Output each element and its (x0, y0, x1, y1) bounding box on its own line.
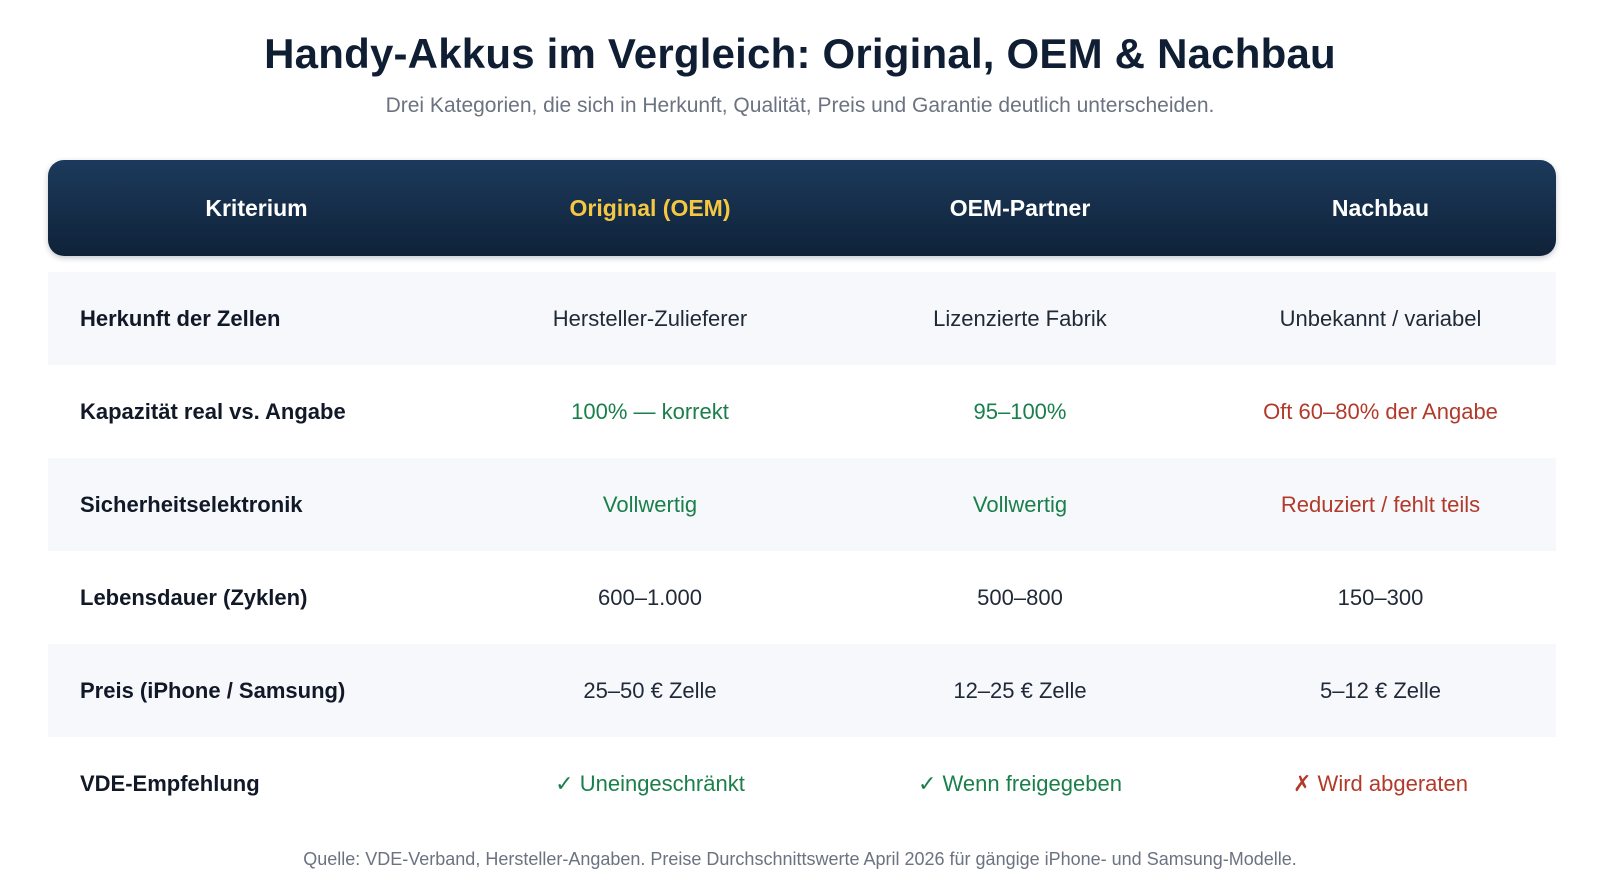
header-oem-partner: OEM-Partner (949, 194, 1091, 221)
table-row: VDE-Empfehlung ✓ Uneingeschränkt ✓ Wenn … (48, 737, 1556, 830)
header-nachbau: Nachbau (1331, 194, 1430, 221)
header-original: Original (OEM) (569, 194, 731, 221)
nachbau-cell: 150–300 (1337, 584, 1424, 610)
criterion-cell: Lebensdauer (Zyklen) (80, 584, 308, 610)
partner-cell: Lizenzierte Fabrik (933, 305, 1107, 331)
partner-cell: 500–800 (977, 584, 1063, 610)
criterion-cell: VDE-Empfehlung (80, 770, 260, 796)
criterion-cell: Kapazität real vs. Angabe (80, 398, 346, 424)
original-cell: Vollwertig (602, 491, 698, 517)
original-cell: ✓ Uneingeschränkt (555, 770, 745, 796)
header-criterion: Kriterium (205, 194, 308, 221)
criterion-cell: Preis (iPhone / Samsung) (80, 677, 346, 703)
partner-cell: Vollwertig (972, 491, 1068, 517)
nachbau-cell: Reduziert / fehlt teils (1280, 491, 1481, 517)
comparison-table: Kriterium Original (OEM) OEM-Partner Nac… (48, 160, 1556, 830)
table-row: Lebensdauer (Zyklen) 600–1.000 500–800 1… (48, 551, 1556, 644)
table-row: Kapazität real vs. Angabe 100% — korrekt… (48, 365, 1556, 458)
source-note: Quelle: VDE-Verband, Hersteller-Angaben.… (303, 849, 1297, 869)
original-cell: 100% — korrekt (571, 398, 729, 424)
nachbau-cell: Oft 60–80% der Angabe (1263, 398, 1498, 424)
partner-cell: 12–25 € Zelle (953, 677, 1087, 703)
original-cell: 25–50 € Zelle (583, 677, 717, 703)
nachbau-cell: Unbekannt / variabel (1279, 305, 1482, 331)
criterion-cell: Herkunft der Zellen (80, 305, 281, 331)
nachbau-cell: ✗ Wird abgeraten (1293, 770, 1468, 796)
original-cell: 600–1.000 (598, 584, 702, 610)
table-row: Preis (iPhone / Samsung) 25–50 € Zelle 1… (48, 644, 1556, 737)
nachbau-cell: 5–12 € Zelle (1319, 677, 1442, 703)
page-subtitle: Drei Kategorien, die sich in Herkunft, Q… (385, 94, 1215, 117)
table-row: Herkunft der Zellen Hersteller-Zuliefere… (48, 272, 1556, 365)
table-row: Sicherheitselektronik Vollwertig Vollwer… (48, 458, 1556, 551)
partner-cell: 95–100% (973, 398, 1067, 424)
partner-cell: ✓ Wenn freigegeben (918, 770, 1122, 796)
page-title: Handy-Akkus im Vergleich: Original, OEM … (264, 30, 1336, 77)
original-cell: Hersteller-Zulieferer (552, 305, 748, 331)
table-header: Kriterium Original (OEM) OEM-Partner Nac… (48, 160, 1556, 256)
table-body: Herkunft der Zellen Hersteller-Zuliefere… (48, 272, 1556, 830)
criterion-cell: Sicherheitselektronik (80, 491, 303, 517)
